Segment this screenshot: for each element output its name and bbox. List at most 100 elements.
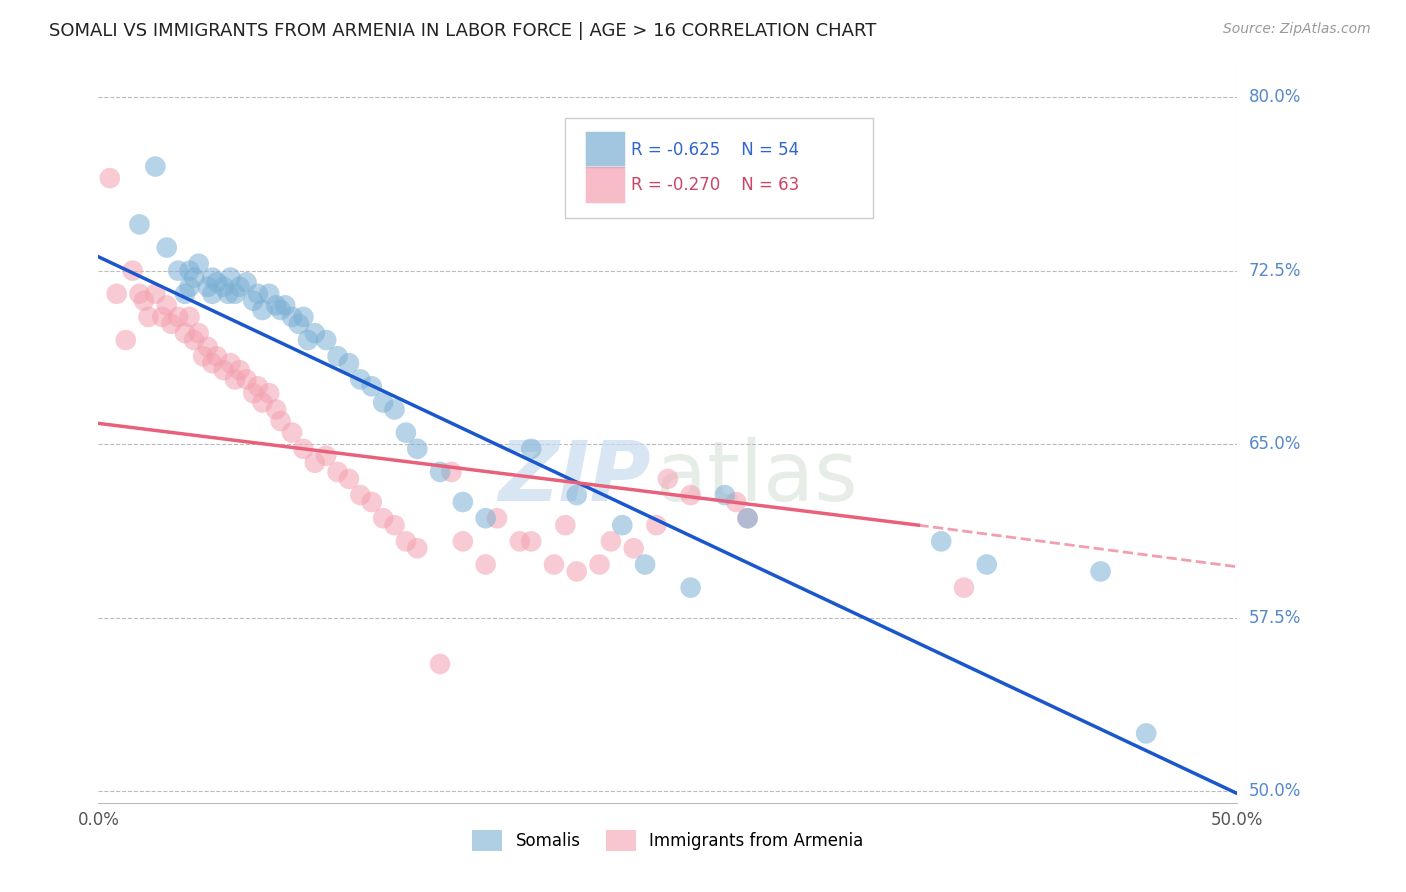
- Point: [128, 218, 150, 232]
- Point: [246, 379, 269, 393]
- Point: [326, 465, 349, 479]
- Point: [167, 263, 190, 277]
- Point: [193, 349, 215, 363]
- Point: [451, 495, 474, 509]
- Point: [429, 657, 451, 671]
- Point: [737, 511, 759, 525]
- Point: [179, 263, 201, 277]
- Point: [224, 372, 246, 386]
- Point: [337, 356, 360, 370]
- Text: 65.0%: 65.0%: [1249, 435, 1301, 453]
- Point: [132, 293, 155, 308]
- Point: [217, 286, 239, 301]
- Legend: Somalis, Immigrants from Armenia: Somalis, Immigrants from Armenia: [465, 823, 870, 857]
- Point: [395, 425, 418, 440]
- Point: [259, 286, 281, 301]
- Point: [156, 240, 179, 254]
- Point: [349, 372, 371, 386]
- Point: [304, 456, 326, 470]
- FancyBboxPatch shape: [585, 131, 624, 169]
- Point: [167, 310, 190, 324]
- Point: [634, 558, 657, 572]
- Point: [474, 511, 496, 525]
- Text: 80.0%: 80.0%: [1249, 88, 1301, 106]
- Point: [128, 286, 150, 301]
- Point: [197, 340, 219, 354]
- Point: [179, 280, 201, 294]
- Point: [201, 270, 224, 285]
- Point: [565, 565, 588, 579]
- Point: [219, 356, 242, 370]
- Point: [486, 511, 509, 525]
- Point: [371, 511, 394, 525]
- Point: [205, 275, 228, 289]
- Point: [395, 534, 418, 549]
- Point: [187, 257, 209, 271]
- Point: [150, 310, 173, 324]
- Text: 50.0%: 50.0%: [1249, 782, 1301, 800]
- Point: [270, 303, 292, 318]
- Point: [451, 534, 474, 549]
- Point: [315, 449, 337, 463]
- Point: [349, 488, 371, 502]
- Point: [156, 298, 179, 312]
- Text: 72.5%: 72.5%: [1249, 261, 1301, 280]
- Point: [174, 286, 197, 301]
- Text: R = -0.270    N = 63: R = -0.270 N = 63: [631, 176, 800, 194]
- Point: [174, 326, 197, 340]
- Point: [228, 280, 250, 294]
- Text: atlas: atlas: [657, 436, 858, 517]
- Point: [384, 518, 406, 533]
- Text: R = -0.625    N = 54: R = -0.625 N = 54: [631, 141, 800, 159]
- Point: [145, 160, 167, 174]
- Point: [679, 488, 702, 502]
- Point: [474, 558, 496, 572]
- Point: [138, 310, 160, 324]
- Text: Source: ZipAtlas.com: Source: ZipAtlas.com: [1223, 22, 1371, 37]
- Point: [1090, 565, 1112, 579]
- Point: [212, 280, 235, 294]
- Text: SOMALI VS IMMIGRANTS FROM ARMENIA IN LABOR FORCE | AGE > 16 CORRELATION CHART: SOMALI VS IMMIGRANTS FROM ARMENIA IN LAB…: [49, 22, 876, 40]
- Point: [292, 310, 315, 324]
- Point: [600, 534, 623, 549]
- Point: [197, 280, 219, 294]
- Point: [242, 293, 264, 308]
- Point: [183, 270, 205, 285]
- Point: [406, 442, 429, 456]
- Point: [297, 333, 319, 347]
- Point: [270, 414, 292, 428]
- Point: [264, 402, 287, 417]
- Text: 57.5%: 57.5%: [1249, 608, 1301, 627]
- Point: [183, 333, 205, 347]
- Point: [440, 465, 463, 479]
- Point: [228, 363, 250, 377]
- FancyBboxPatch shape: [585, 166, 624, 203]
- Point: [737, 511, 759, 525]
- Point: [235, 372, 257, 386]
- Point: [337, 472, 360, 486]
- FancyBboxPatch shape: [565, 118, 873, 218]
- Point: [612, 518, 634, 533]
- Point: [219, 270, 242, 285]
- Point: [304, 326, 326, 340]
- Point: [406, 541, 429, 556]
- Point: [509, 534, 531, 549]
- Point: [205, 349, 228, 363]
- Point: [201, 356, 224, 370]
- Point: [588, 558, 610, 572]
- Point: [520, 442, 543, 456]
- Point: [179, 310, 201, 324]
- Point: [725, 495, 748, 509]
- Point: [679, 581, 702, 595]
- Point: [187, 326, 209, 340]
- Point: [252, 395, 274, 409]
- Point: [976, 558, 998, 572]
- Point: [657, 472, 679, 486]
- Point: [384, 402, 406, 417]
- Point: [953, 581, 976, 595]
- Point: [121, 263, 143, 277]
- Point: [288, 317, 311, 331]
- Point: [292, 442, 315, 456]
- Point: [201, 286, 224, 301]
- Point: [242, 386, 264, 401]
